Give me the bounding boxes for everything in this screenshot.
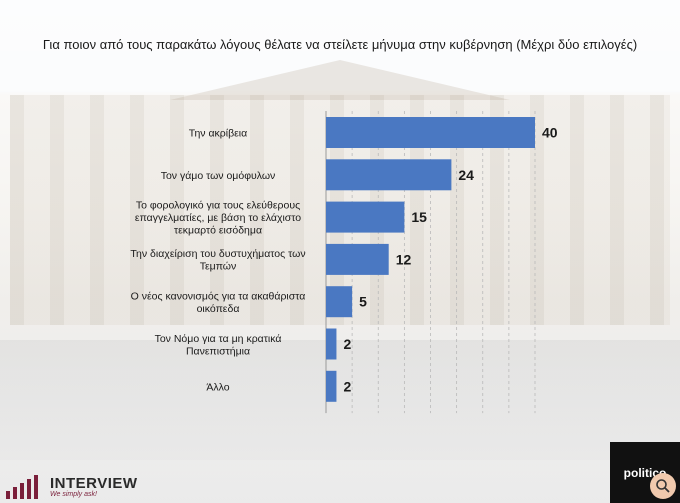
- data-label: 2: [343, 336, 351, 352]
- interview-logo-name: INTERVIEW: [50, 474, 138, 492]
- data-label: 24: [458, 167, 474, 183]
- bar: [326, 159, 452, 191]
- category-label: Ο νέος κανονισμός για τα ακαθάριστα: [131, 290, 306, 302]
- category-label: τεκμαρτό εισόδημα: [174, 225, 262, 237]
- data-label: 15: [411, 209, 427, 225]
- bar: [326, 370, 337, 402]
- interview-logo: INTERVIEW We simply ask!: [6, 474, 138, 500]
- zoom-icon[interactable]: [650, 473, 676, 499]
- interview-logo-icon: [6, 475, 46, 499]
- chart-title: Για ποιον από τους παρακάτω λόγους θέλατ…: [42, 37, 638, 52]
- category-label: Την διαχείριση του δυστυχήματος των: [130, 248, 305, 260]
- bar: [326, 243, 389, 275]
- interview-logo-slogan: We simply ask!: [50, 490, 97, 498]
- bar: [326, 286, 353, 318]
- politico-logo: politico: [610, 442, 680, 503]
- category-label: Τεμπών: [200, 261, 237, 273]
- data-label: 5: [359, 294, 367, 310]
- bar: [326, 117, 535, 148]
- category-label: Τον γάμο των ομόφυλων: [161, 170, 276, 182]
- category-label: Το φορολογικό για τους ελεύθερους: [136, 200, 300, 212]
- category-label: οικόπεδα: [197, 303, 240, 315]
- building-pediment: [170, 60, 510, 100]
- category-label: επαγγελματίες, με βάση το ελάχιστο: [135, 212, 301, 224]
- category-label: Τον Νόμο για τα μη κρατικά: [155, 333, 282, 345]
- data-label: 40: [542, 125, 558, 141]
- data-label: 2: [343, 378, 351, 394]
- data-label: 12: [396, 251, 412, 267]
- square-ground: [0, 340, 680, 460]
- bar: [326, 328, 337, 360]
- category-label: Πανεπιστήμια: [186, 345, 250, 357]
- category-label: Την ακρίβεια: [189, 128, 247, 140]
- bar: [326, 201, 405, 233]
- category-label: Άλλο: [206, 381, 229, 393]
